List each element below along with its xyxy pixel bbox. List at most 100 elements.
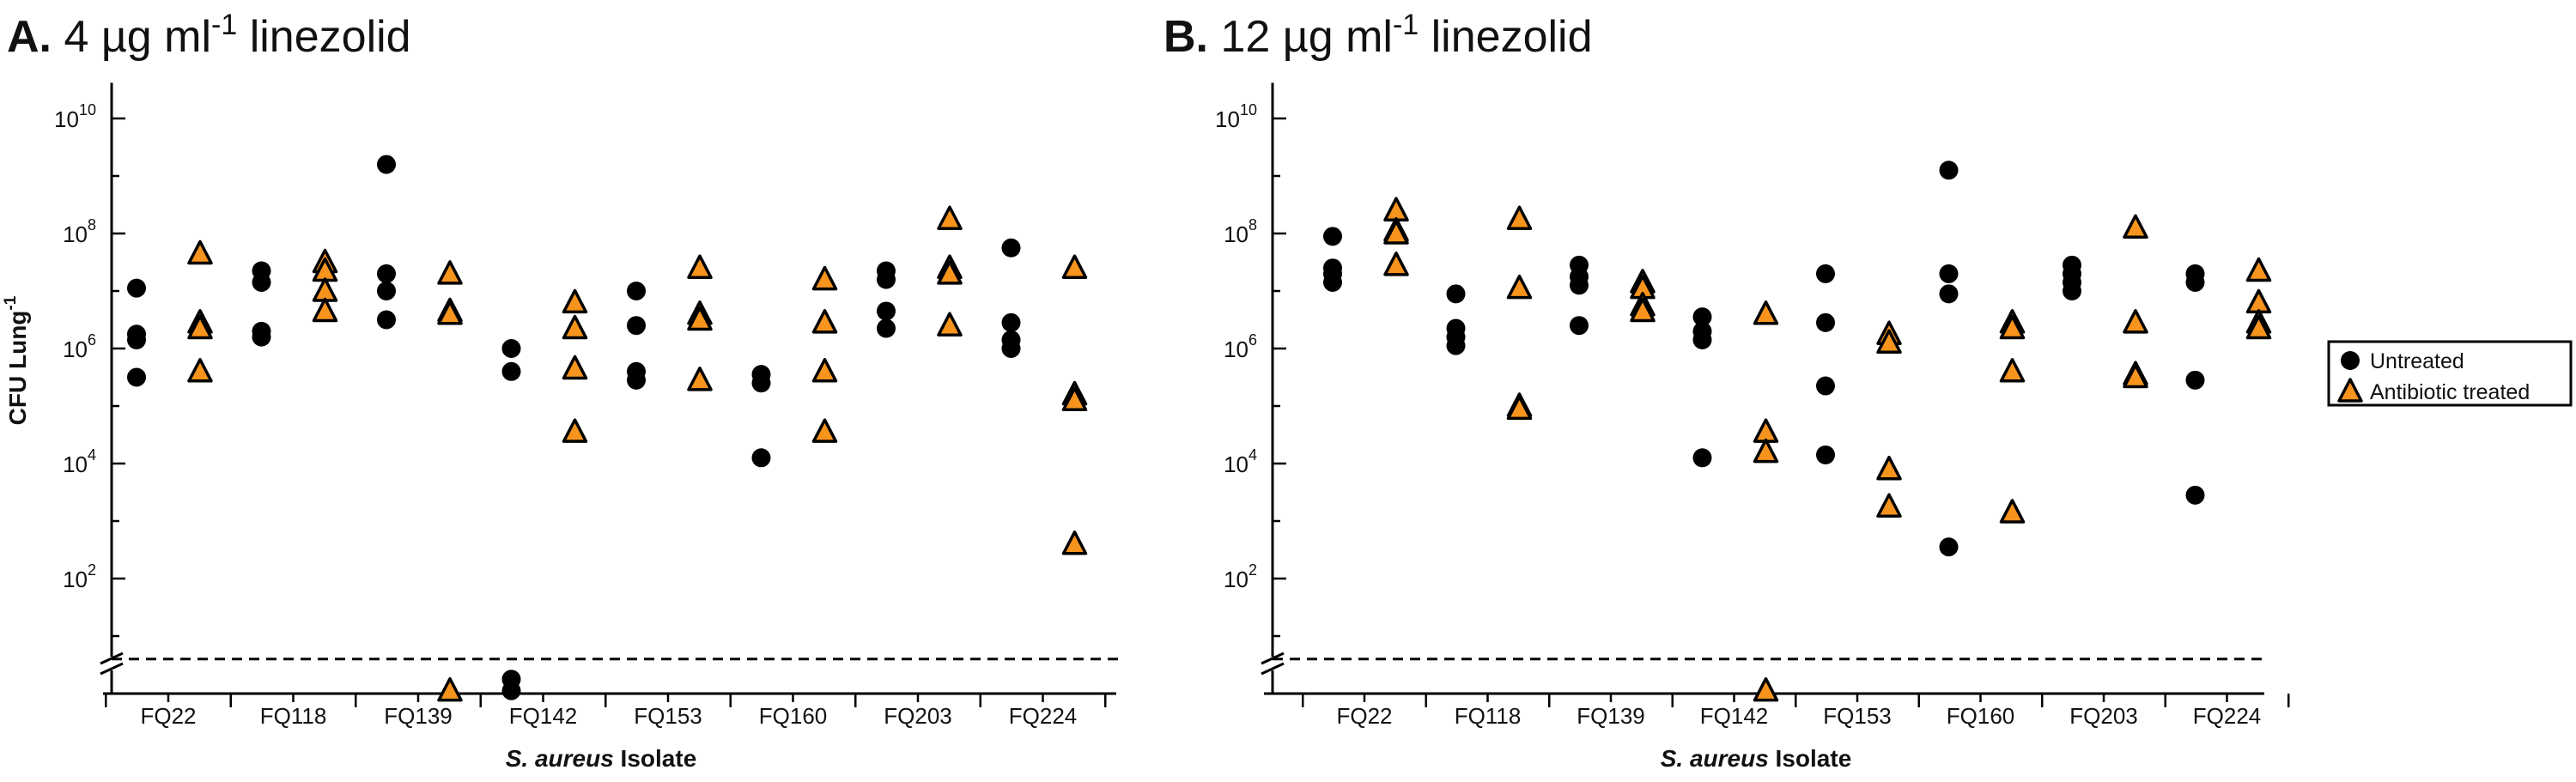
- x-category-label: FQ22: [1336, 703, 1392, 729]
- treated-point: [811, 265, 838, 291]
- y-tick-label: 102: [63, 561, 96, 592]
- x-category-label: FQ22: [140, 703, 196, 729]
- y-tick-label: 1010: [1215, 101, 1257, 132]
- untreated-point: [2185, 370, 2205, 390]
- treated-point: [2245, 257, 2272, 282]
- untreated-point: [877, 301, 896, 321]
- treated-point: [2245, 314, 2272, 340]
- untreated-point: [1001, 312, 1021, 332]
- untreated-point: [1939, 161, 1959, 180]
- untreated-point: [1570, 316, 1589, 336]
- x-axis-title: S. aureus Isolate: [506, 745, 697, 772]
- treated-point: [687, 306, 713, 331]
- treated-point: [2123, 309, 2148, 334]
- treated-point: [937, 205, 963, 230]
- untreated-point: [1323, 227, 1342, 246]
- x-category-label: FQ153: [634, 703, 702, 729]
- treated-point: [1383, 252, 1409, 276]
- x-category-label: FQ224: [2193, 703, 2262, 729]
- untreated-point: [877, 318, 896, 338]
- treated-point: [312, 297, 338, 323]
- legend-triangle-marker: [2337, 378, 2363, 403]
- y-tick-label: 104: [1224, 446, 1257, 477]
- x-axis-title: S. aureus Isolate: [1661, 745, 1852, 772]
- untreated-point: [1939, 537, 1959, 557]
- untreated-point: [127, 278, 146, 298]
- x-category-label: FQ203: [884, 703, 952, 729]
- untreated-point: [751, 448, 771, 468]
- panel-title: A. 4 µg ml-1 linezolid: [7, 9, 411, 62]
- untreated-point: [501, 339, 521, 358]
- untreated-point: [627, 282, 646, 300]
- treated-point: [1506, 395, 1533, 421]
- legend: Untreated Antibiotic treated: [2327, 340, 2573, 407]
- treated-point: [1999, 358, 2026, 383]
- x-category-label: FQ142: [1700, 703, 1769, 729]
- treated-point: [1876, 493, 1902, 518]
- treated-point: [1753, 418, 1779, 443]
- treated-point: [312, 277, 338, 302]
- untreated-point: [1692, 330, 1712, 349]
- untreated-point: [1816, 264, 1835, 283]
- untreated-point: [1816, 312, 1835, 332]
- untreated-point: [1323, 272, 1342, 292]
- axis-break-mark: [1261, 662, 1285, 676]
- treated-point: [1876, 455, 1902, 481]
- treated-point: [687, 367, 713, 391]
- treated-point: [562, 288, 588, 314]
- treated-point: [562, 355, 588, 380]
- untreated-point: [377, 155, 396, 174]
- x-category-label: FQ224: [1009, 703, 1078, 729]
- treated-point: [1753, 300, 1779, 325]
- x-category-label: FQ203: [2069, 703, 2138, 729]
- treated-point: [1383, 197, 1409, 221]
- treated-point: [1753, 438, 1779, 464]
- x-category-label: FQ139: [384, 703, 453, 729]
- legend-circle-marker: [2341, 351, 2360, 370]
- treated-point: [1999, 314, 2026, 340]
- treated-point: [1630, 297, 1656, 323]
- x-category-label: FQ160: [1947, 703, 2015, 729]
- panel-title: B. 12 µg ml-1 linezolid: [1163, 9, 1593, 62]
- treated-point: [187, 358, 213, 383]
- treated-point: [937, 260, 963, 285]
- untreated-point: [501, 361, 521, 381]
- treated-point: [687, 254, 713, 279]
- x-category-label: FQ160: [759, 703, 828, 729]
- untreated-point: [1001, 339, 1021, 358]
- untreated-point: [2185, 272, 2205, 292]
- untreated-point: [252, 327, 271, 347]
- untreated-point: [377, 310, 396, 330]
- untreated-point: [252, 272, 271, 292]
- untreated-point: [1446, 284, 1466, 304]
- treated-point: [2123, 363, 2148, 389]
- treated-point: [1383, 220, 1409, 245]
- x-category-label: FQ142: [509, 703, 578, 729]
- axis-break-mark: [100, 662, 124, 676]
- y-tick-label: 104: [63, 446, 96, 477]
- y-tick-label: 106: [63, 331, 96, 362]
- panel-b: B. 12 µg ml-1 linezolid 102 104 106 108 1010 F…: [1163, 9, 2290, 772]
- untreated-point: [1939, 264, 1959, 283]
- untreated-point: [627, 316, 646, 336]
- x-category-label: FQ153: [1823, 703, 1892, 729]
- untreated-point: [1692, 307, 1712, 327]
- treated-point: [1999, 499, 2026, 524]
- x-category-label: FQ139: [1577, 703, 1645, 729]
- treated-point: [187, 239, 213, 265]
- untreated-point: [2063, 282, 2081, 300]
- x-category-label: FQ118: [1455, 703, 1522, 729]
- treated-point: [811, 418, 838, 443]
- y-tick-label: 106: [1224, 331, 1257, 362]
- legend-label: Untreated: [2370, 349, 2464, 373]
- y-tick-label: 108: [63, 216, 96, 247]
- treated-point: [562, 418, 588, 443]
- treated-point: [187, 314, 213, 340]
- legend-label: Antibiotic treated: [2370, 380, 2530, 404]
- treated-point: [811, 358, 838, 383]
- treated-point: [2245, 288, 2272, 314]
- legend-box: [2327, 340, 2573, 407]
- untreated-point: [2185, 485, 2205, 505]
- treated-point: [811, 309, 838, 334]
